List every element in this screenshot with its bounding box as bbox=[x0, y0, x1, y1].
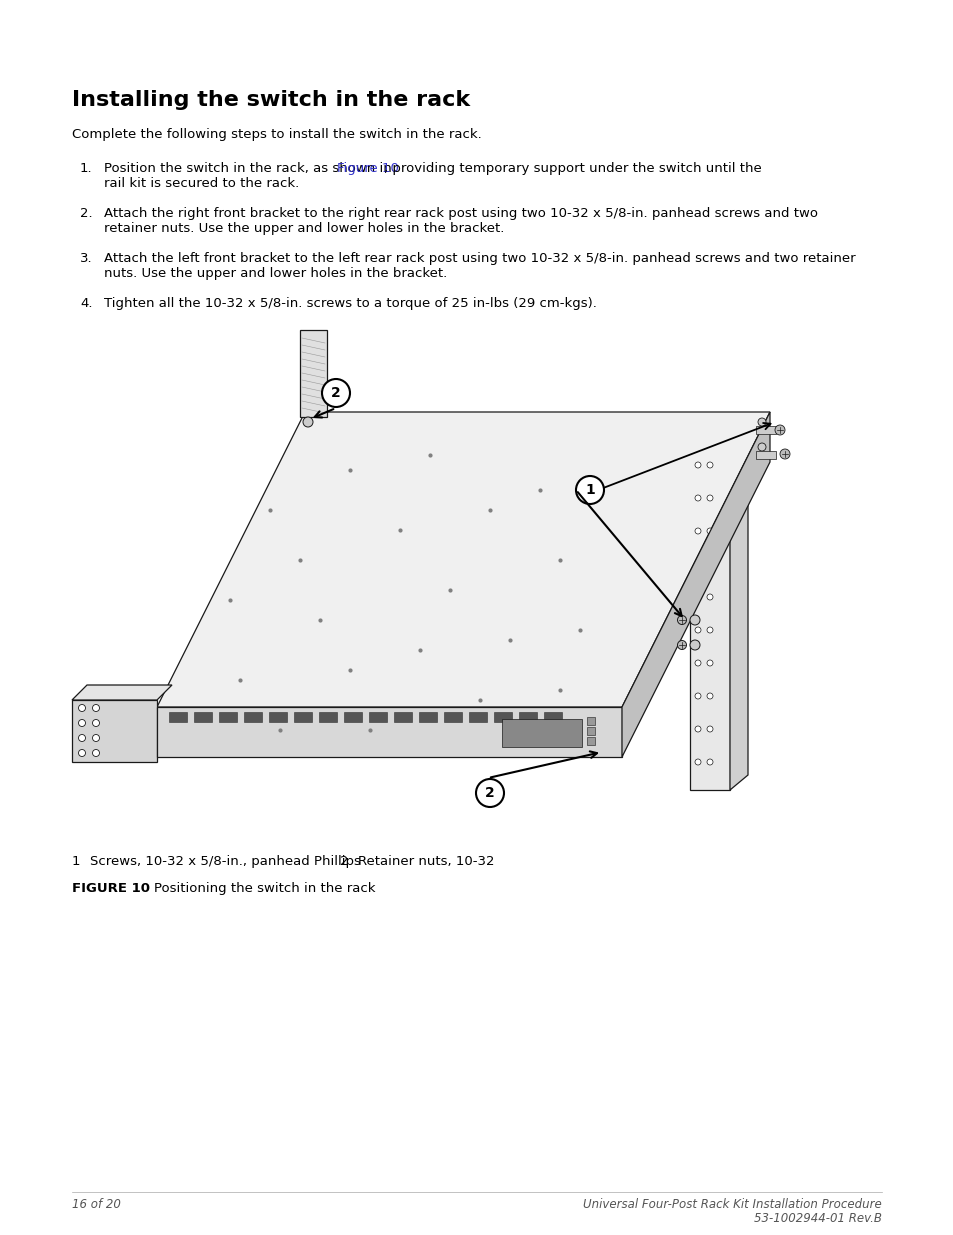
Text: Position the switch in the rack, as shown in: Position the switch in the rack, as show… bbox=[104, 162, 395, 175]
Text: FIGURE 10: FIGURE 10 bbox=[71, 882, 150, 895]
Circle shape bbox=[706, 495, 712, 501]
Text: Attach the right front bracket to the right rear rack post using two 10-32 x 5/8: Attach the right front bracket to the ri… bbox=[104, 207, 817, 235]
Circle shape bbox=[677, 641, 686, 650]
Circle shape bbox=[695, 760, 700, 764]
Circle shape bbox=[758, 417, 765, 426]
Text: 4.: 4. bbox=[80, 296, 92, 310]
Polygon shape bbox=[157, 412, 769, 706]
Circle shape bbox=[706, 462, 712, 468]
Bar bbox=[318, 713, 336, 722]
Circle shape bbox=[758, 443, 765, 451]
Bar bbox=[269, 713, 287, 722]
Circle shape bbox=[92, 750, 99, 757]
Bar bbox=[369, 713, 387, 722]
Text: Tighten all the 10-32 x 5/8-in. screws to a torque of 25 in-lbs (29 cm-kgs).: Tighten all the 10-32 x 5/8-in. screws t… bbox=[104, 296, 597, 310]
Polygon shape bbox=[71, 685, 172, 700]
Bar bbox=[501, 719, 581, 747]
Circle shape bbox=[695, 726, 700, 732]
Circle shape bbox=[689, 615, 700, 625]
Text: Screws, 10-32 x 5/8-in., panhead Phillips: Screws, 10-32 x 5/8-in., panhead Phillip… bbox=[90, 855, 360, 868]
Circle shape bbox=[695, 659, 700, 666]
Bar bbox=[294, 713, 312, 722]
Bar bbox=[169, 713, 187, 722]
Circle shape bbox=[695, 561, 700, 567]
Circle shape bbox=[780, 450, 789, 459]
Text: 2.: 2. bbox=[80, 207, 92, 220]
Circle shape bbox=[695, 627, 700, 634]
Text: Retainer nuts, 10-32: Retainer nuts, 10-32 bbox=[357, 855, 494, 868]
Circle shape bbox=[322, 379, 350, 408]
Circle shape bbox=[706, 529, 712, 534]
Circle shape bbox=[695, 462, 700, 468]
Polygon shape bbox=[71, 700, 157, 762]
Circle shape bbox=[92, 735, 99, 741]
Text: 3.: 3. bbox=[80, 252, 92, 266]
Text: Figure 10: Figure 10 bbox=[336, 162, 398, 175]
Text: , providing temporary support under the switch until the: , providing temporary support under the … bbox=[383, 162, 760, 175]
Text: 2: 2 bbox=[485, 785, 495, 800]
Bar bbox=[518, 713, 537, 722]
Circle shape bbox=[695, 529, 700, 534]
Text: 2: 2 bbox=[331, 387, 340, 400]
Text: Complete the following steps to install the switch in the rack.: Complete the following steps to install … bbox=[71, 128, 481, 141]
Text: Attach the left front bracket to the left rear rack post using two 10-32 x 5/8-i: Attach the left front bracket to the lef… bbox=[104, 252, 855, 280]
Text: rail kit is secured to the rack.: rail kit is secured to the rack. bbox=[104, 177, 299, 190]
Circle shape bbox=[706, 760, 712, 764]
Circle shape bbox=[706, 594, 712, 600]
Circle shape bbox=[695, 594, 700, 600]
Bar bbox=[755, 451, 775, 459]
Circle shape bbox=[78, 750, 86, 757]
Text: 2: 2 bbox=[339, 855, 348, 868]
Text: Positioning the switch in the rack: Positioning the switch in the rack bbox=[153, 882, 375, 895]
Circle shape bbox=[706, 726, 712, 732]
Text: 1.: 1. bbox=[80, 162, 92, 175]
Polygon shape bbox=[299, 330, 327, 417]
Circle shape bbox=[689, 640, 700, 650]
Circle shape bbox=[695, 495, 700, 501]
Circle shape bbox=[92, 720, 99, 726]
Bar bbox=[755, 426, 775, 433]
Circle shape bbox=[78, 704, 86, 711]
Circle shape bbox=[706, 561, 712, 567]
Polygon shape bbox=[157, 706, 621, 757]
Bar bbox=[344, 713, 361, 722]
Circle shape bbox=[706, 627, 712, 634]
Bar bbox=[219, 713, 236, 722]
Text: 53-1002944-01 Rev.B: 53-1002944-01 Rev.B bbox=[753, 1212, 882, 1225]
Bar bbox=[586, 737, 595, 745]
Bar bbox=[586, 727, 595, 735]
Polygon shape bbox=[689, 430, 729, 790]
Text: Installing the switch in the rack: Installing the switch in the rack bbox=[71, 90, 470, 110]
Circle shape bbox=[576, 475, 603, 504]
Bar bbox=[443, 713, 461, 722]
Bar bbox=[494, 713, 512, 722]
Circle shape bbox=[774, 425, 784, 435]
Circle shape bbox=[303, 417, 313, 427]
Bar bbox=[394, 713, 412, 722]
Bar bbox=[543, 713, 561, 722]
Circle shape bbox=[706, 693, 712, 699]
Circle shape bbox=[476, 779, 503, 806]
Polygon shape bbox=[729, 415, 747, 790]
Circle shape bbox=[78, 735, 86, 741]
Text: 1: 1 bbox=[584, 483, 595, 496]
Text: 16 of 20: 16 of 20 bbox=[71, 1198, 121, 1212]
Bar bbox=[244, 713, 262, 722]
Circle shape bbox=[78, 720, 86, 726]
Circle shape bbox=[677, 615, 686, 625]
Text: 1: 1 bbox=[71, 855, 80, 868]
Circle shape bbox=[92, 704, 99, 711]
Circle shape bbox=[695, 693, 700, 699]
Bar bbox=[193, 713, 212, 722]
Text: Universal Four-Post Rack Kit Installation Procedure: Universal Four-Post Rack Kit Installatio… bbox=[582, 1198, 882, 1212]
Circle shape bbox=[706, 659, 712, 666]
Bar bbox=[586, 718, 595, 725]
Polygon shape bbox=[621, 412, 769, 757]
Bar bbox=[469, 713, 486, 722]
Bar bbox=[418, 713, 436, 722]
